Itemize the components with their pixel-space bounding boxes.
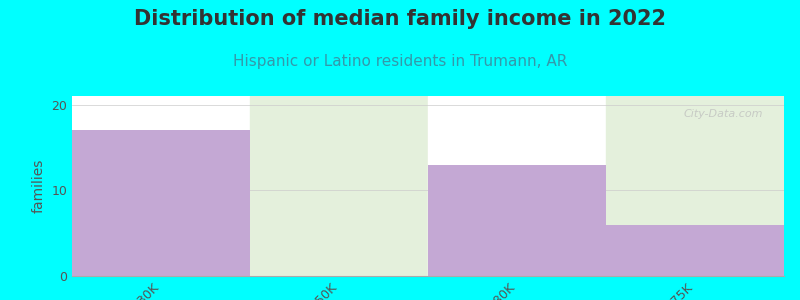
Bar [606,225,784,276]
Bar [606,96,784,276]
Bar [72,96,250,276]
Bar [428,96,606,276]
Bar [250,96,428,276]
Text: Distribution of median family income in 2022: Distribution of median family income in … [134,9,666,29]
Text: Hispanic or Latino residents in Trumann, AR: Hispanic or Latino residents in Trumann,… [233,54,567,69]
Bar [428,165,606,276]
Text: City-Data.com: City-Data.com [683,109,762,118]
Y-axis label: families: families [32,159,46,213]
Bar [72,130,250,276]
